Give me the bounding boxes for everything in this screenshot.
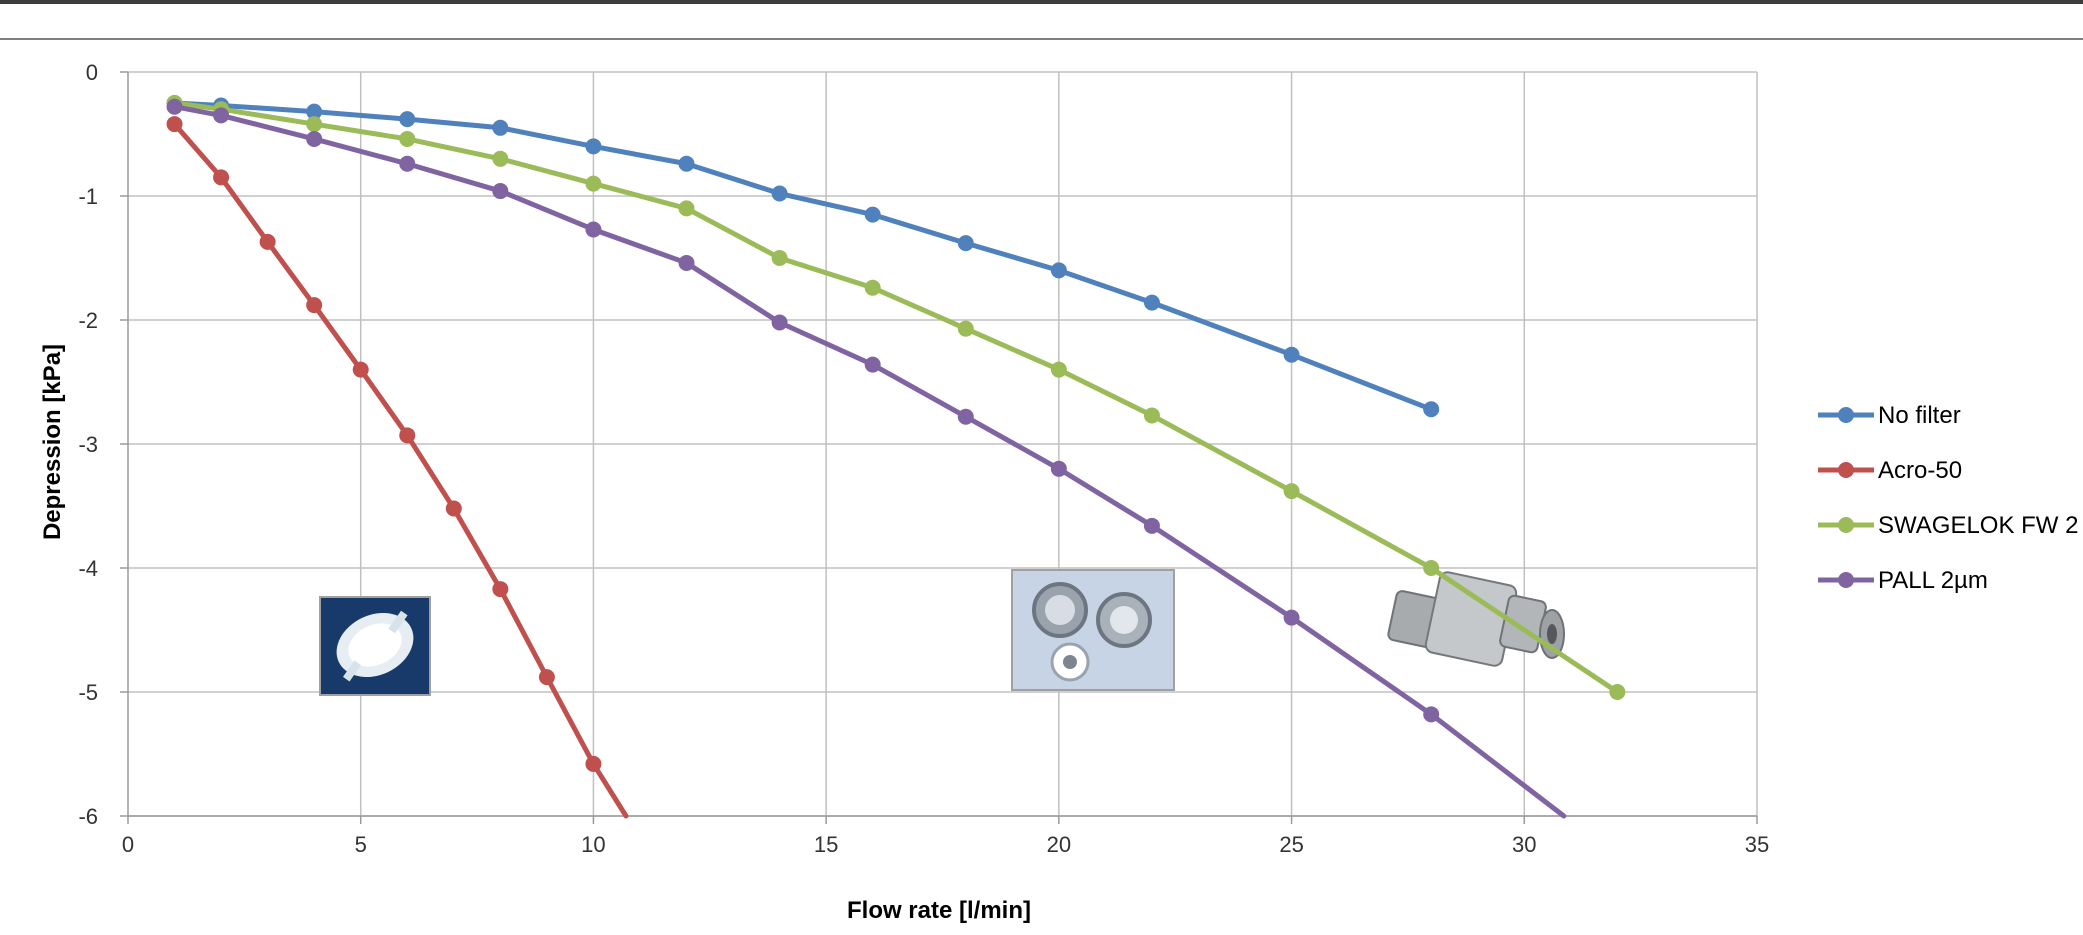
series-line	[172, 121, 629, 819]
data-point	[1609, 684, 1626, 700]
y-tick-label: -4	[78, 556, 98, 581]
series-2	[166, 95, 1626, 700]
legend-swatch-marker	[1838, 517, 1854, 533]
data-point	[1283, 346, 1300, 363]
data-point	[399, 427, 416, 444]
legend-item: SWAGELOK FW 2	[1818, 512, 2078, 539]
series-line	[172, 100, 1434, 412]
x-tick-label: 35	[1745, 832, 1769, 857]
data-point	[492, 183, 509, 200]
data-point	[1423, 560, 1440, 576]
data-point	[399, 130, 416, 147]
data-point	[864, 356, 881, 373]
y-tick-label: 0	[86, 60, 98, 85]
legend-label: Acro-50	[1878, 457, 1962, 484]
data-point	[1050, 361, 1067, 378]
data-point	[771, 314, 788, 331]
data-point	[1143, 407, 1160, 424]
banner-strip	[0, 0, 2083, 4]
x-tick-label: 10	[581, 832, 605, 857]
legend-swatch-marker	[1838, 462, 1854, 478]
y-tick-label: -5	[78, 680, 98, 705]
data-point	[678, 254, 695, 271]
data-point	[399, 155, 416, 172]
legend-item: No filter	[1818, 402, 1961, 429]
data-point	[352, 361, 369, 378]
data-point	[1143, 294, 1160, 311]
data-point	[445, 500, 462, 517]
legend-label: SWAGELOK FW 2	[1878, 512, 2078, 539]
data-point	[1423, 706, 1440, 723]
x-tick-label: 25	[1279, 832, 1303, 857]
data-point	[306, 103, 323, 120]
data-point	[492, 150, 509, 167]
syringe-filter-photo	[319, 596, 431, 696]
legend-swatch-marker	[1838, 572, 1854, 588]
y-tick-label: -6	[78, 804, 98, 829]
data-point	[399, 111, 416, 128]
data-point	[1050, 460, 1067, 477]
data-point	[1283, 609, 1300, 626]
data-point	[957, 235, 974, 252]
legend-label: PALL 2µm	[1878, 567, 1988, 594]
data-point	[678, 155, 695, 172]
data-point	[585, 755, 602, 772]
data-point	[585, 175, 602, 192]
data-series	[166, 95, 1626, 819]
grid-lines	[128, 71, 1758, 817]
x-axis-title: Flow rate [l/min]	[847, 897, 1031, 924]
y-tick-label: -1	[78, 184, 98, 209]
x-tick-label: 0	[122, 832, 134, 857]
data-point	[585, 138, 602, 155]
data-point	[1050, 262, 1067, 279]
data-point	[492, 581, 509, 598]
data-point	[771, 250, 788, 266]
axes	[120, 71, 1758, 824]
legend-item: Acro-50	[1818, 457, 1962, 484]
data-point	[1143, 517, 1160, 534]
filter-disc-photo	[1011, 569, 1175, 691]
data-point	[1423, 401, 1440, 418]
data-point	[864, 206, 881, 223]
legend: No filter Acro-50 SWAGELOK FW 2 PALL 2µm	[1818, 402, 2078, 594]
data-point	[957, 320, 974, 337]
data-point	[1283, 483, 1300, 500]
data-point	[864, 279, 881, 296]
legend-swatch-marker	[1838, 407, 1854, 423]
data-point	[213, 107, 230, 124]
x-tick-label: 30	[1512, 832, 1536, 857]
series-1	[166, 116, 629, 819]
x-tick-label: 5	[355, 832, 367, 857]
data-point	[166, 98, 183, 115]
data-point	[306, 116, 323, 133]
data-point	[306, 297, 323, 314]
data-point	[957, 408, 974, 425]
series-3	[166, 98, 1567, 819]
data-point	[771, 185, 788, 202]
y-tick-label: -3	[78, 432, 98, 457]
data-point	[585, 221, 602, 238]
y-tick-label: -2	[78, 308, 98, 333]
legend-label: No filter	[1878, 402, 1961, 429]
data-point	[678, 200, 695, 217]
data-point	[538, 669, 555, 686]
x-tick-label: 20	[1047, 832, 1071, 857]
data-point	[492, 119, 509, 136]
y-axis-title: Depression [kPa]	[39, 344, 66, 540]
x-tick-labels: 0 5 10 15 20 25 30 35	[122, 832, 1769, 857]
y-tick-labels: 0 -1 -2 -3 -4 -5 -6	[78, 60, 98, 829]
x-tick-label: 15	[814, 832, 838, 857]
inline-filter-fitting-photo	[1387, 571, 1565, 667]
data-point	[259, 233, 276, 250]
data-point	[306, 130, 323, 147]
legend-item: PALL 2µm	[1818, 567, 1988, 594]
data-point	[213, 169, 230, 186]
data-point	[166, 116, 183, 133]
